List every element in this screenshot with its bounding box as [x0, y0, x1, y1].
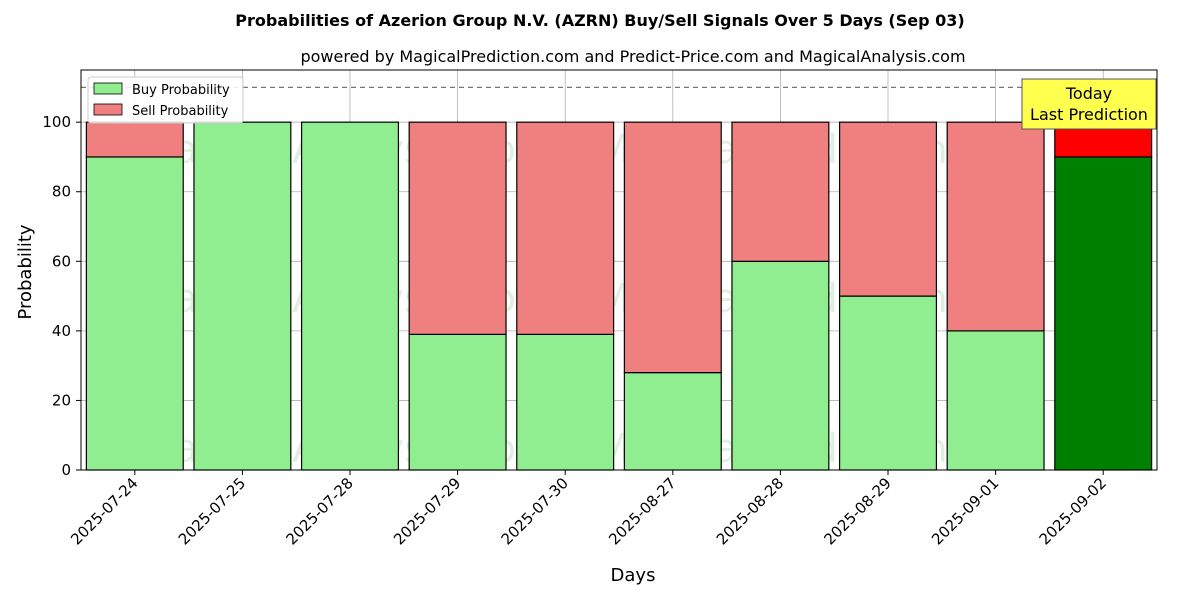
- x-tick-label: 2025-08-28: [713, 474, 787, 548]
- legend: Buy Probability Sell Probability: [87, 76, 244, 124]
- x-tick-label: 2025-08-29: [820, 474, 894, 548]
- buy-bar-2025-07-25: [193, 121, 292, 471]
- x-tick-label: 2025-07-30: [498, 474, 572, 548]
- annotation-box: [1021, 78, 1157, 130]
- buy-bar-2025-08-29: [838, 295, 938, 471]
- x-tick-label: 2025-07-24: [67, 474, 141, 548]
- x-axis-ticks: 2025-07-24 2025-07-25 2025-07-28 2025-07-29…: [67, 470, 1110, 548]
- y-tick-label: 40: [52, 322, 71, 340]
- legend-sell-label: Sell Probability: [132, 104, 229, 119]
- bars: [85, 121, 1153, 471]
- buy-bar-2025-09-02: [1054, 156, 1153, 471]
- sell-bar-2025-09-01: [946, 121, 1045, 332]
- y-tick-label: 60: [52, 252, 71, 270]
- buy-bar-2025-07-24: [85, 156, 184, 471]
- y-tick-label: 20: [52, 391, 71, 409]
- sell-bar-2025-07-29: [408, 121, 507, 335]
- annotation-line1: Today: [1065, 84, 1112, 103]
- y-tick-label: 0: [61, 461, 71, 479]
- buy-bar-2025-07-30: [516, 333, 615, 471]
- plot-frame: [80, 69, 1158, 471]
- x-tick-label: 2025-07-29: [390, 474, 464, 548]
- y-tick-label: 80: [52, 183, 71, 201]
- x-tick-label: 2025-09-01: [928, 474, 1002, 548]
- annotation-line2: Last Prediction: [1030, 105, 1148, 124]
- sell-bar-2025-08-29: [838, 121, 938, 297]
- chart-subtitle: powered by MagicalPrediction.com and Pre…: [300, 47, 965, 66]
- legend-buy-swatch: [93, 82, 123, 95]
- x-tick-label: 2025-07-25: [175, 474, 249, 548]
- y-axis-ticks: 0 20 40 60 80 100: [42, 113, 81, 479]
- y-axis-label: Probability: [15, 224, 36, 319]
- y-tick-label: 100: [42, 113, 71, 131]
- x-tick-label: 2025-08-27: [605, 474, 679, 548]
- sell-bar-2025-07-30: [516, 121, 615, 335]
- buy-bar-2025-08-27: [623, 372, 722, 471]
- buy-bar-2025-07-29: [408, 333, 507, 471]
- sell-bar-2025-08-27: [623, 121, 722, 374]
- chart-title: Probabilities of Azerion Group N.V. (AZR…: [235, 11, 964, 30]
- legend-frame: [87, 76, 244, 124]
- buy-bar-2025-09-01: [946, 330, 1045, 471]
- legend-buy-label: Buy Probability: [132, 83, 230, 98]
- buy-bar-2025-07-28: [300, 121, 400, 471]
- buy-bar-2025-08-28: [731, 260, 830, 471]
- sell-bar-2025-08-28: [731, 121, 830, 262]
- legend-sell-swatch: [93, 103, 123, 116]
- today-annotation: Today Last Prediction: [1021, 78, 1157, 130]
- x-tick-label: 2025-07-28: [282, 474, 356, 548]
- x-tick-label: 2025-09-02: [1036, 474, 1110, 548]
- x-axis-label: Days: [611, 565, 656, 586]
- sell-bar-2025-07-24: [85, 121, 184, 158]
